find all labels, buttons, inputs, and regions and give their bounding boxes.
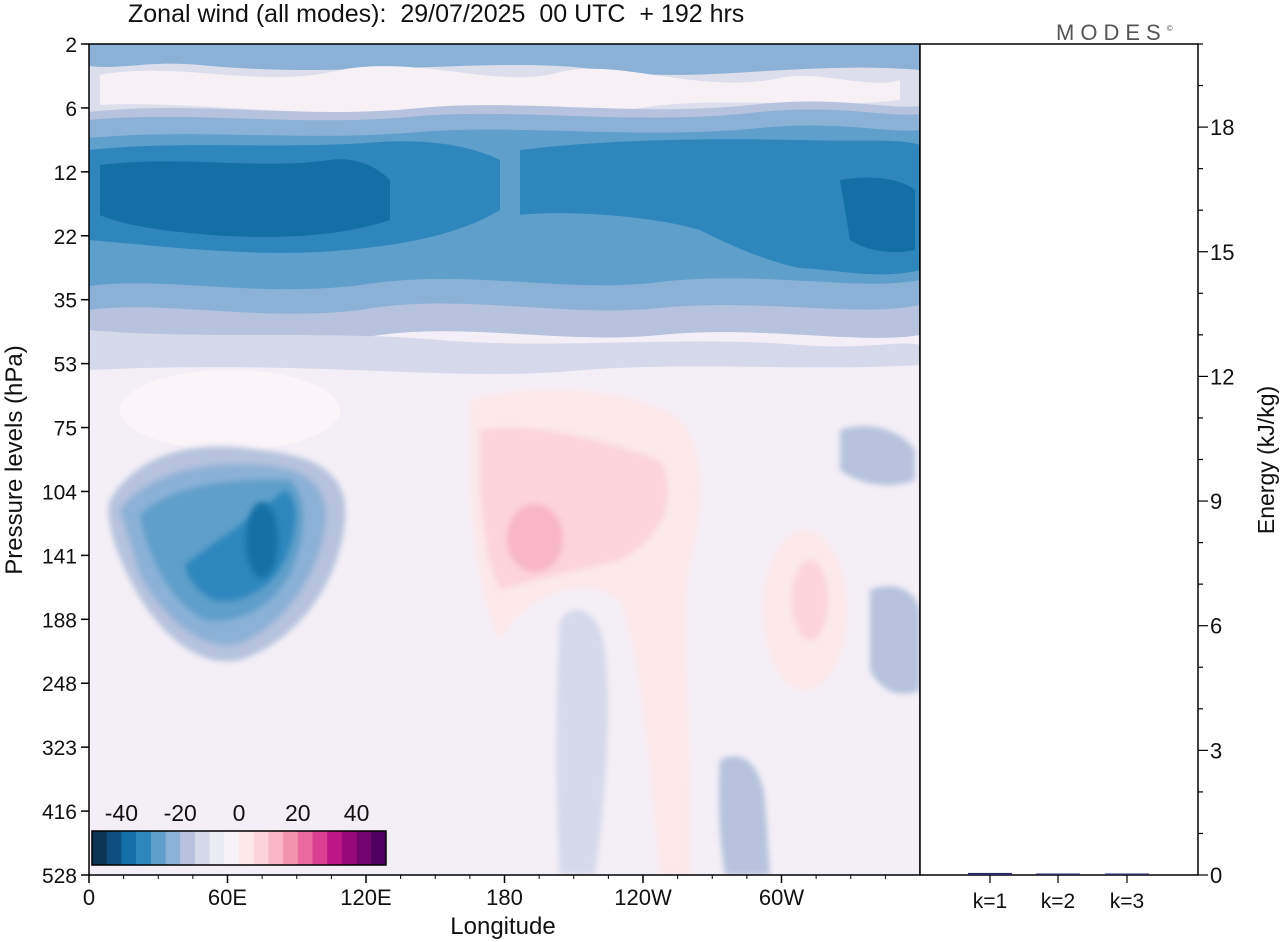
k-labels: k=1 k=2 k=3 bbox=[973, 875, 1144, 913]
y-tick-label: 12 bbox=[54, 162, 77, 185]
field-lower-streak-2 bbox=[718, 756, 770, 875]
field-top-light bbox=[100, 66, 900, 113]
field-jet-max-west bbox=[100, 159, 390, 237]
colorbar-swatch bbox=[209, 831, 225, 865]
energy-axis-label: Energy (kJ/kg) bbox=[1253, 386, 1279, 534]
field-jet-max-east bbox=[840, 177, 915, 252]
field-light-patch bbox=[120, 370, 340, 450]
field-westerly-core bbox=[507, 504, 563, 572]
logo-text: MODES bbox=[1056, 20, 1167, 45]
energy-axis: 0 3 6 9 12 15 18 bbox=[1198, 43, 1234, 888]
y-tick-label: 416 bbox=[42, 801, 77, 824]
colorbar-swatch bbox=[268, 831, 284, 865]
k-label: k=3 bbox=[1110, 890, 1144, 913]
colorbar-swatch bbox=[92, 831, 108, 865]
colorbar-swatch bbox=[121, 831, 137, 865]
colorbar-swatch bbox=[283, 831, 299, 865]
x-tick-label: 120W bbox=[614, 885, 672, 910]
colorbar-frame bbox=[91, 830, 387, 866]
colorbar-tick-label: -20 bbox=[164, 800, 197, 826]
y-tick-label: 104 bbox=[42, 481, 77, 504]
energy-tick-label: 12 bbox=[1210, 364, 1234, 389]
x-tick-label: 60E bbox=[208, 885, 247, 910]
y-tick-label: 35 bbox=[54, 290, 77, 313]
x-tick-label: 60W bbox=[759, 885, 804, 910]
colorbar-swatch bbox=[371, 831, 387, 865]
y-tick-label: 22 bbox=[54, 226, 77, 249]
y-tick-label: 2 bbox=[65, 34, 77, 57]
field-top-band bbox=[89, 44, 920, 75]
energy-tick-label: 0 bbox=[1210, 863, 1222, 888]
x-tick-label: 180 bbox=[486, 885, 523, 910]
energy-tick-label: 3 bbox=[1210, 738, 1222, 763]
y-tick-label: 188 bbox=[42, 609, 77, 632]
energy-bar bbox=[1036, 873, 1080, 875]
wind-field bbox=[89, 44, 920, 875]
field-transition-band bbox=[89, 330, 920, 374]
field-jet-core-east bbox=[520, 139, 920, 275]
energy-tick-label: 15 bbox=[1210, 240, 1234, 265]
colorbar-swatch bbox=[224, 831, 240, 865]
y-tick-label: 248 bbox=[42, 673, 77, 696]
energy-bar bbox=[1105, 873, 1149, 875]
energy-tick-label: 9 bbox=[1210, 489, 1222, 514]
y-tick-label: 53 bbox=[54, 354, 77, 377]
colorbar-swatch bbox=[297, 831, 313, 865]
colorbar: -40 -20 0 20 40 bbox=[91, 800, 387, 866]
colorbar-swatch bbox=[356, 831, 372, 865]
field-easterly-max bbox=[246, 502, 278, 578]
x-axis: 0 60E 120E 180 120W 60W bbox=[83, 875, 886, 910]
colorbar-swatch bbox=[253, 831, 269, 865]
colorbar-swatch bbox=[312, 831, 328, 865]
y-tick-label: 141 bbox=[42, 545, 77, 568]
colorbar-tick-label: 0 bbox=[233, 800, 246, 826]
colorbar-tick-label: 40 bbox=[344, 800, 370, 826]
colorbar-swatch bbox=[180, 831, 196, 865]
energy-bar bbox=[968, 872, 1012, 875]
colorbar-swatch bbox=[136, 831, 152, 865]
modes-logo: MODES© bbox=[1056, 20, 1173, 46]
x-tick-label: 0 bbox=[83, 885, 95, 910]
logo-mark: © bbox=[1166, 24, 1173, 33]
colorbar-swatch bbox=[150, 831, 166, 865]
y-tick-label: 528 bbox=[42, 865, 77, 888]
colorbar-swatch bbox=[106, 831, 122, 865]
x-axis-label: Longitude bbox=[450, 913, 555, 940]
energy-tick-label: 6 bbox=[1210, 614, 1222, 639]
field-lower-streak-4 bbox=[840, 426, 915, 486]
colorbar-swatch bbox=[165, 831, 181, 865]
colorbar-tick-label: -40 bbox=[105, 800, 138, 826]
field-westerly-east-core bbox=[792, 560, 828, 640]
y-tick-label: 6 bbox=[65, 98, 77, 121]
colorbar-swatch bbox=[239, 831, 255, 865]
y-tick-label: 75 bbox=[54, 418, 77, 441]
k-label: k=2 bbox=[1041, 890, 1075, 913]
field-lower-streak-3 bbox=[870, 586, 920, 694]
y-axis-label: Pressure levels (hPa) bbox=[1, 345, 28, 574]
y-tick-label: 323 bbox=[42, 737, 77, 760]
colorbar-tick-label: 20 bbox=[285, 800, 311, 826]
x-tick-label: 120E bbox=[340, 885, 391, 910]
field-lower-streak-1 bbox=[556, 610, 608, 875]
k-label: k=1 bbox=[973, 890, 1007, 913]
colorbar-swatch bbox=[194, 831, 211, 865]
chart-title: Zonal wind (all modes): 29/07/2025 00 UT… bbox=[128, 0, 745, 28]
energy-tick-label: 18 bbox=[1210, 115, 1234, 140]
energy-bars bbox=[968, 872, 1149, 875]
colorbar-swatch bbox=[327, 831, 343, 865]
y-axis: 2 6 12 22 35 53 75 104 141 188 248 323 416 528 bbox=[42, 34, 89, 888]
energy-panel-frame bbox=[919, 43, 1199, 876]
colorbar-swatch bbox=[341, 831, 358, 865]
